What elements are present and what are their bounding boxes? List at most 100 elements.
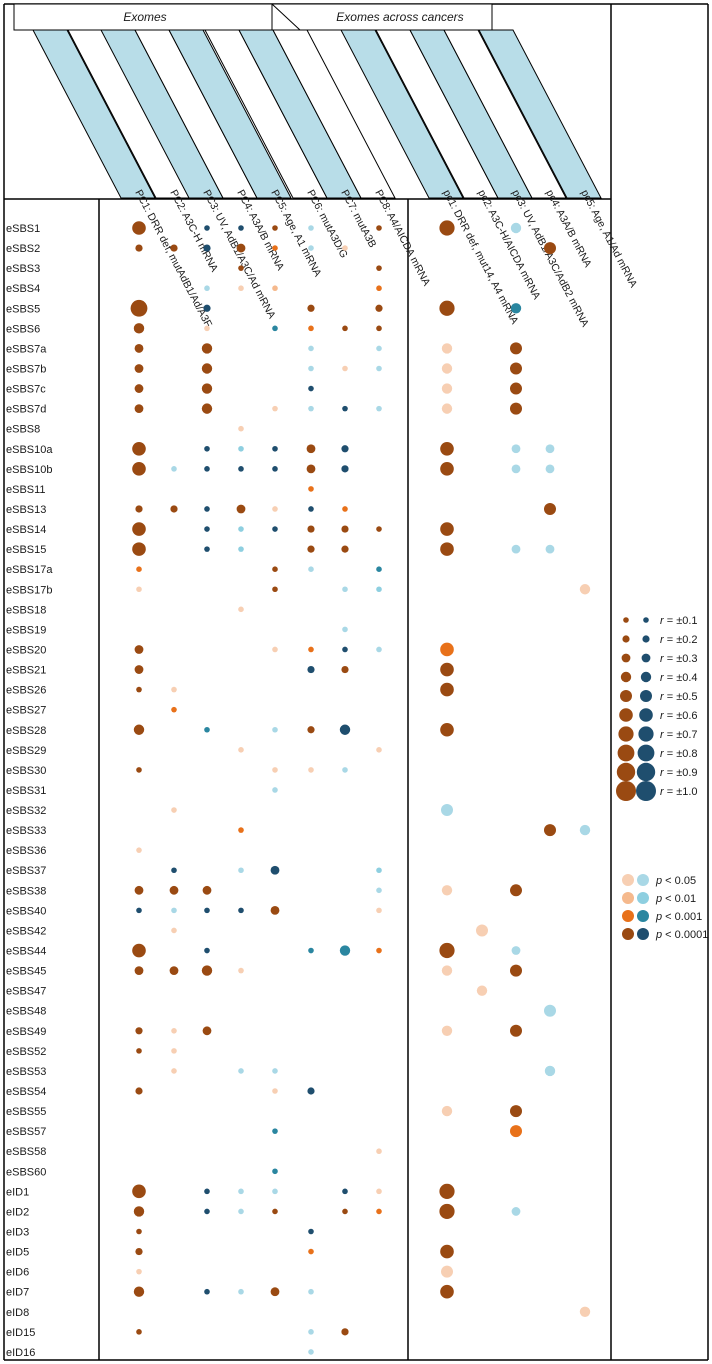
data-point (238, 425, 244, 432)
data-point (375, 304, 383, 312)
row-label: eSBS11 (6, 484, 46, 496)
row-label: eSBS21 (6, 665, 46, 677)
data-point (238, 1068, 244, 1074)
data-point (134, 404, 144, 414)
data-point (133, 323, 145, 334)
data-point (272, 325, 278, 332)
row-label: eSBS5 (6, 303, 40, 315)
data-point (441, 804, 453, 817)
data-point (204, 466, 210, 472)
row-label: eSBS14 (6, 524, 46, 536)
data-point (307, 525, 315, 533)
data-point (204, 1188, 210, 1195)
data-point (342, 1188, 348, 1195)
legend-p-label: p < 0.0001 (655, 929, 708, 941)
row-label: eSBS57 (6, 1126, 46, 1138)
data-point (307, 726, 315, 734)
row-label: eSBS49 (6, 1026, 46, 1038)
data-point (204, 1208, 210, 1215)
data-point (510, 964, 522, 977)
data-point (439, 220, 455, 236)
row-label: eID8 (6, 1307, 29, 1319)
legend-p-pos (622, 928, 634, 940)
data-point (376, 1188, 382, 1195)
data-point (440, 1244, 454, 1259)
row-label: eSBS1 (6, 223, 40, 235)
data-point (476, 924, 488, 937)
data-point (308, 345, 314, 352)
data-point (440, 662, 454, 677)
data-point (376, 947, 382, 954)
data-point (544, 1004, 556, 1017)
data-point (440, 441, 454, 456)
data-point (132, 441, 146, 456)
data-point (342, 365, 348, 372)
data-point (579, 824, 591, 836)
legend-size-label: r = ±0.8 (660, 748, 698, 760)
legend-size-label: r = ±0.1 (660, 615, 698, 627)
row-label: eSBS17a (6, 564, 53, 576)
legend-size-pos (618, 726, 634, 742)
data-point (376, 345, 382, 352)
data-point (272, 646, 278, 653)
row-label: eSBS7d (6, 404, 46, 416)
data-point (341, 1328, 349, 1336)
data-point (133, 724, 145, 735)
row-label: eSBS4 (6, 283, 40, 295)
legend-size-neg (640, 671, 652, 683)
data-point (272, 1168, 278, 1175)
legend-size-label: r = ±0.4 (660, 672, 698, 684)
row-label: eID16 (6, 1347, 35, 1359)
legend-size-neg (640, 690, 652, 702)
data-point (272, 726, 278, 733)
row-label: eSBS20 (6, 644, 46, 656)
data-point (171, 807, 177, 813)
data-point (440, 722, 454, 737)
data-point (132, 462, 146, 476)
data-point (135, 1027, 143, 1035)
legend-size-neg (641, 653, 651, 663)
data-point (135, 505, 143, 513)
legend-size-pos (616, 762, 636, 782)
data-point (441, 403, 453, 414)
data-point (204, 285, 210, 292)
data-point (201, 363, 213, 374)
row-label: eSBS52 (6, 1046, 46, 1058)
data-point (238, 1288, 244, 1295)
data-point (272, 405, 278, 412)
row-label: eSBS33 (6, 825, 46, 837)
group-label: Exomes across cancers (336, 10, 463, 24)
row-label: eSBS15 (6, 544, 46, 556)
legend-p-neg (637, 928, 649, 940)
data-point (341, 445, 349, 453)
data-point (342, 325, 348, 332)
data-point (272, 767, 278, 773)
data-point (204, 526, 210, 532)
data-point (342, 245, 348, 251)
data-point (376, 526, 382, 532)
data-point (171, 706, 177, 713)
data-point (440, 682, 454, 697)
legend-size-neg (637, 744, 655, 762)
row-label: eSBS10a (6, 444, 53, 456)
data-point (236, 504, 246, 514)
data-point (439, 942, 455, 959)
data-point (270, 865, 280, 875)
data-point (134, 645, 144, 654)
data-point (272, 466, 278, 472)
legend-size-label: r = ±1.0 (660, 786, 698, 798)
data-point (545, 444, 555, 454)
legend: r = ±0.1 r = ±0.2 r = ±0.3 r = ±0.4 r = ±0.5… (616, 615, 708, 941)
data-point (342, 586, 348, 593)
legend-p-label: p < 0.01 (655, 893, 696, 905)
data-point (441, 1265, 453, 1278)
data-point (238, 967, 244, 974)
data-point (376, 405, 382, 412)
group-header-across (271, 3, 493, 31)
data-point (510, 1125, 522, 1138)
data-point (272, 1088, 278, 1094)
data-point (510, 342, 522, 355)
data-point (439, 1203, 455, 1220)
row-label: eSBS36 (6, 845, 46, 857)
